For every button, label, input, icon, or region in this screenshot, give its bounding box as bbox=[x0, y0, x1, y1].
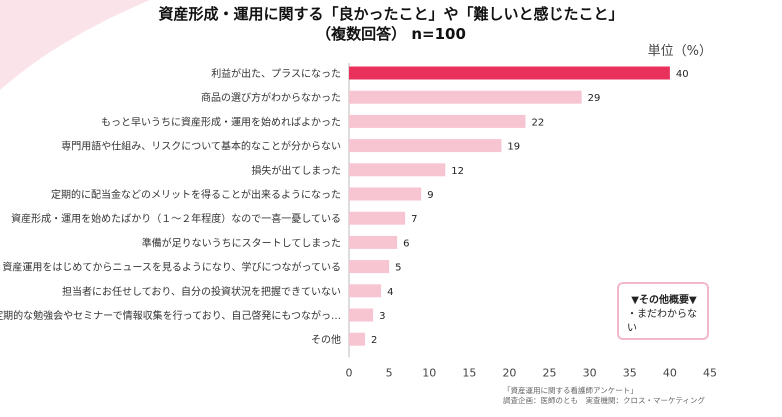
x-tick-label-6: 30 bbox=[583, 366, 597, 379]
corner-decoration bbox=[0, 0, 150, 90]
category-label-2: もっと早いうちに資産形成・運用を始めればよかった bbox=[101, 115, 341, 128]
source-line1: 「資産運用に関する看護師アンケート」 bbox=[503, 386, 638, 395]
bar-2 bbox=[349, 114, 526, 128]
category-label-0: 利益が出た、プラスになった bbox=[211, 67, 341, 80]
x-tick-label-4: 20 bbox=[502, 366, 516, 379]
x-tick-label-2: 10 bbox=[422, 366, 436, 379]
category-label-3: 専門用語や仕組み、リスクについて基本的なことが分からない bbox=[61, 140, 341, 153]
value-label-3: 19 bbox=[507, 142, 520, 153]
bar-7 bbox=[349, 235, 398, 249]
bar-4 bbox=[349, 163, 446, 177]
value-label-10: 3 bbox=[379, 311, 385, 322]
unit-label: 単位（%） bbox=[647, 44, 712, 59]
x-tick-label-9: 45 bbox=[703, 366, 717, 379]
x-tick-label-0: 0 bbox=[346, 366, 353, 379]
value-label-0: 40 bbox=[676, 69, 689, 80]
category-label-11: その他 bbox=[311, 333, 341, 346]
bar-8 bbox=[349, 260, 390, 274]
value-label-5: 9 bbox=[427, 190, 433, 201]
bar-5 bbox=[349, 187, 422, 201]
other-summary-item: ・まだわからない bbox=[627, 309, 697, 334]
x-tick-label-7: 35 bbox=[623, 366, 637, 379]
chart-title: 資産形成・運用に関する「良かったこと」や「難しいと感じたこと」 （複数回答） n… bbox=[0, 4, 782, 44]
value-label-4: 12 bbox=[451, 166, 464, 177]
other-summary-box: ▼その他概要▼ ・まだわからない bbox=[617, 282, 709, 340]
bar-9 bbox=[349, 284, 382, 298]
value-label-11: 2 bbox=[371, 335, 377, 346]
category-label-7: 準備が足りないうちにスタートしてしまった bbox=[142, 236, 341, 249]
x-tick-label-5: 25 bbox=[543, 366, 557, 379]
chart-title-line2: （複数回答） n=100 bbox=[316, 25, 466, 43]
category-label-6: 資産形成・運用を始めたばかり（１～２年程度）なので一喜一憂している bbox=[11, 212, 341, 225]
bar-6 bbox=[349, 211, 406, 225]
value-label-7: 6 bbox=[403, 238, 409, 249]
other-summary-title: ▼その他概要▼ bbox=[631, 295, 697, 306]
bar-10 bbox=[349, 308, 374, 322]
category-label-8: 資産運用をはじめてからニュースを見るようになり、学びにつながっている bbox=[2, 261, 341, 274]
bar-1 bbox=[349, 90, 582, 104]
x-tick-label-8: 40 bbox=[663, 366, 677, 379]
value-label-1: 29 bbox=[588, 93, 601, 104]
value-label-8: 5 bbox=[395, 263, 401, 274]
category-label-9: 担当者にお任せしており、自分の投資状況を把握できていない bbox=[62, 285, 341, 298]
chart-title-line1: 資産形成・運用に関する「良かったこと」や「難しいと感じたこと」 bbox=[158, 5, 624, 23]
source-note: 「資産運用に関する看護師アンケート」 調査企画：医師のとも 実査機関：クロス・マ… bbox=[503, 386, 705, 406]
bar-11 bbox=[349, 332, 366, 346]
category-label-10: 定期的な勉強会やセミナーで情報収集を行っており、自己啓発にもつながっ… bbox=[0, 309, 341, 322]
x-tick-label-1: 5 bbox=[386, 366, 393, 379]
value-label-6: 7 bbox=[411, 214, 417, 225]
category-label-4: 損失が出てしまった bbox=[251, 164, 341, 177]
value-label-2: 22 bbox=[531, 117, 544, 128]
category-label-5: 定期的に配当金などのメリットを得ることが出来るようになった bbox=[51, 188, 341, 201]
source-line2: 調査企画：医師のとも 実査機関：クロス・マーケティング bbox=[503, 396, 705, 405]
x-tick-label-3: 15 bbox=[462, 366, 476, 379]
value-label-9: 4 bbox=[387, 287, 393, 298]
category-label-1: 商品の選び方がわからなかった bbox=[201, 91, 341, 104]
bar-3 bbox=[349, 139, 502, 153]
bar-0 bbox=[349, 66, 670, 80]
